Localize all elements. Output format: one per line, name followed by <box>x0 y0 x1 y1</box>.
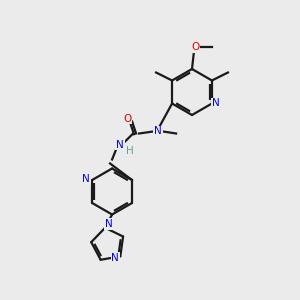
Text: N: N <box>111 253 119 263</box>
Text: O: O <box>191 42 199 52</box>
Text: O: O <box>123 113 131 124</box>
Text: N: N <box>212 98 220 109</box>
Text: N: N <box>154 127 162 136</box>
Text: N: N <box>116 140 124 149</box>
Text: N: N <box>105 219 113 229</box>
Text: N: N <box>82 174 90 184</box>
Text: H: H <box>126 146 134 157</box>
